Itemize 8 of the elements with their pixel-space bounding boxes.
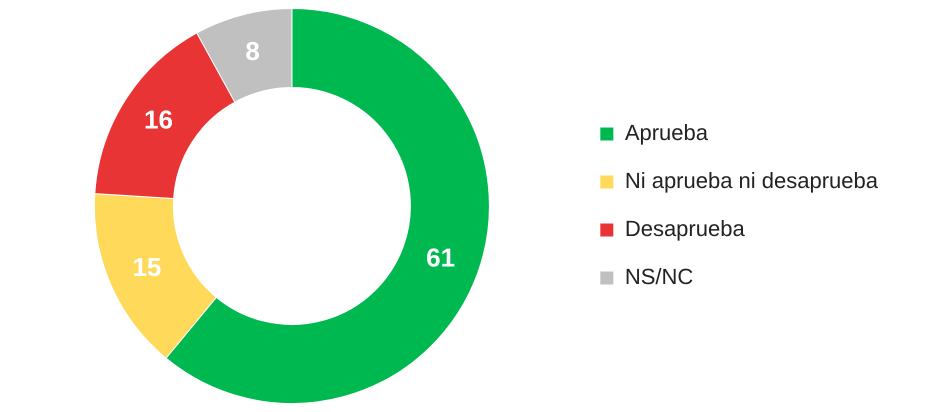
data-label: 15 — [132, 252, 162, 282]
legend-label: Desaprueba — [624, 216, 746, 242]
legend-label: Aprueba — [624, 120, 709, 146]
legend-label: NS/NC — [624, 264, 694, 290]
legend-label: Ni aprueba ni desaprueba — [624, 168, 879, 194]
data-label: 16 — [144, 104, 173, 135]
data-label: 8 — [245, 36, 260, 66]
data-label: 61 — [426, 242, 456, 273]
